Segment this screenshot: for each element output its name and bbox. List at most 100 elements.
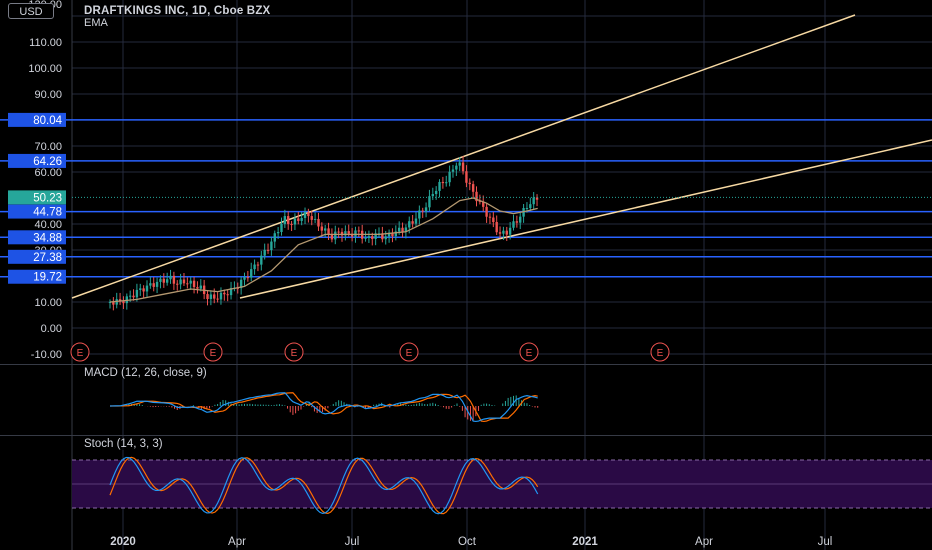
candle-body (152, 283, 155, 287)
candle-body (324, 228, 327, 231)
candle-body (404, 227, 408, 232)
candle-body (488, 216, 492, 218)
candle-body (122, 300, 125, 304)
candle-body (169, 275, 172, 280)
candle-body (529, 204, 532, 209)
last-price-tag[interactable] (8, 190, 66, 205)
candle-body (112, 302, 115, 305)
candle-body (229, 287, 233, 296)
candle-body (371, 236, 374, 239)
time-axis[interactable]: 2020 Apr Jul Oct 2021 Apr Jul (110, 536, 832, 548)
price-level-lines[interactable] (0, 119, 932, 278)
candle-body (337, 231, 340, 233)
candle-body (397, 227, 401, 232)
candle-body (320, 226, 324, 231)
earnings-marker[interactable] (70, 342, 90, 362)
candle-body (515, 221, 519, 223)
earnings-marker-label: E (526, 348, 533, 359)
price-tick-label: 10.00 (34, 297, 62, 309)
candle-body (273, 233, 276, 242)
price-tick-label: 100.00 (28, 63, 62, 75)
candle-body (149, 283, 152, 286)
candle-body (186, 283, 189, 285)
price-tick-label: 60.00 (34, 167, 62, 179)
candle-body (176, 283, 179, 285)
macd-legend-label[interactable]: MACD (12, 26, close, 9) (82, 367, 209, 379)
earnings-marker[interactable] (399, 342, 419, 362)
currency-button[interactable]: USD (8, 3, 54, 19)
candle-body (394, 231, 398, 237)
candle-body (310, 216, 313, 220)
candle-body (508, 227, 512, 235)
price-level-tag[interactable] (8, 204, 66, 219)
price-level-tag[interactable] (8, 249, 66, 264)
candle-body (246, 277, 250, 279)
candle-body (263, 249, 266, 256)
candle-body (451, 169, 455, 172)
candle-body (155, 281, 159, 287)
candle-body (317, 218, 320, 227)
candle-body (535, 197, 539, 200)
stoch-k-line (109, 456, 539, 515)
candle-body (283, 216, 287, 224)
price-tick-label: 110.00 (29, 37, 62, 49)
candle-body (458, 162, 461, 166)
candle-body (334, 231, 337, 240)
trendline[interactable] (239, 139, 932, 299)
earnings-marker[interactable] (284, 342, 304, 362)
candle-body (387, 232, 391, 237)
earnings-marker-label: E (77, 348, 84, 359)
ema-legend-label[interactable]: EMA (84, 17, 108, 29)
candle-body (243, 277, 246, 280)
candle-body (411, 221, 414, 224)
candle-body (495, 222, 498, 233)
candle-body (475, 191, 478, 202)
price-tick-label: 70.00 (34, 141, 62, 153)
price-level-tag-label: 34.88 (33, 232, 62, 244)
time-axis-label: 2021 (572, 536, 598, 548)
candle-body (492, 217, 495, 223)
candle-body (206, 294, 209, 299)
candle-body (391, 232, 394, 237)
price-level-tag-label: 44.78 (33, 207, 62, 219)
earnings-marker[interactable] (203, 342, 223, 362)
candle-body (340, 231, 344, 236)
candle-body (364, 237, 367, 239)
earnings-marker[interactable] (650, 342, 670, 362)
candle-body (519, 216, 522, 223)
candle-body (347, 231, 350, 234)
price-tick-label: 90.00 (34, 89, 62, 101)
price-level-tag[interactable] (8, 153, 66, 168)
candle-body (512, 221, 515, 228)
candle-body (367, 236, 371, 238)
candle-body (381, 233, 384, 240)
candle-body (290, 223, 293, 225)
candle-body (401, 227, 404, 232)
price-level-tag[interactable] (8, 230, 66, 245)
candle-body (216, 298, 219, 300)
price-level-tag[interactable] (8, 269, 66, 284)
earnings-marker[interactable] (519, 342, 539, 362)
price-level-tag[interactable] (8, 112, 66, 127)
candle-body (532, 197, 535, 205)
candle-body (253, 264, 256, 270)
candle-body (502, 230, 505, 234)
candle-body (434, 190, 438, 195)
ema-line (109, 197, 538, 303)
candle-body (260, 255, 263, 265)
stoch-legend-label[interactable]: Stoch (14, 3, 3) (82, 438, 165, 450)
price-tick-label: -10.00 (31, 349, 62, 361)
candle-body (128, 295, 132, 297)
candle-body (135, 289, 139, 298)
candle-body (448, 171, 451, 183)
candle-body (250, 269, 253, 278)
candle-body (471, 184, 475, 192)
candle-body (118, 299, 122, 301)
candle-body (223, 292, 226, 295)
candle-body (354, 230, 357, 237)
price-level-tag-label: 64.26 (33, 156, 62, 168)
candle-body (196, 287, 199, 289)
candle-body (182, 279, 186, 284)
